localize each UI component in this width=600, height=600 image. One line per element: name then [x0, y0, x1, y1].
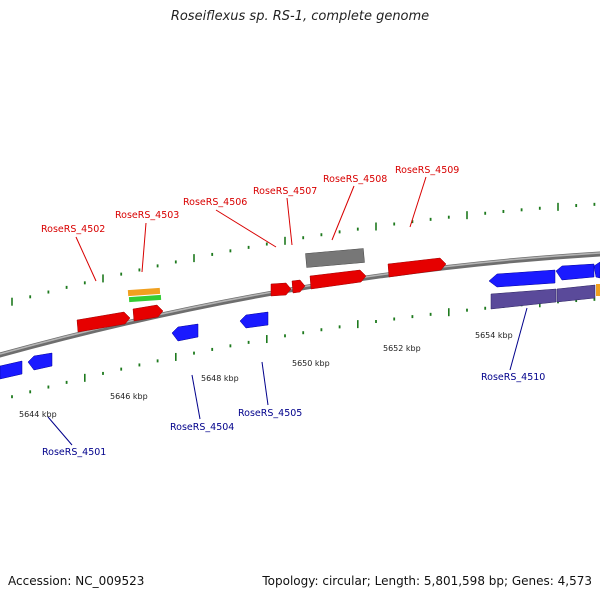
lower-tick-track: [11, 297, 596, 399]
gene-label-reverse[interactable]: RoseRS_4504: [170, 422, 234, 433]
scale-labels: 5644 kbp 5646 kbp 5648 kbp 5650 kbp 5652…: [19, 331, 513, 419]
gene-feature-reverse[interactable]: [488, 269, 556, 288]
gene-label-forward[interactable]: RoseRS_4503: [115, 210, 179, 221]
accession-text: Accession: NC_009523: [8, 574, 145, 588]
upper-tick-track: [11, 202, 596, 306]
gene-feature-forward[interactable]: [387, 257, 447, 278]
operon-feature[interactable]: [490, 288, 557, 310]
operon-feature[interactable]: [556, 284, 596, 303]
gene-feature-reverse[interactable]: [27, 352, 53, 371]
gene-feature-reverse[interactable]: [0, 360, 23, 380]
scale-tick-label: 5644 kbp: [19, 410, 57, 419]
label-leader-line: [215, 209, 277, 248]
scale-tick-label: 5648 kbp: [201, 374, 239, 383]
label-leader-line: [141, 222, 147, 273]
gene-feature-forward[interactable]: [270, 282, 292, 297]
gene-feature-reverse[interactable]: [239, 311, 269, 329]
gene-feature-forward[interactable]: [132, 304, 164, 322]
label-leader-line: [409, 176, 427, 228]
gene-label-forward[interactable]: RoseRS_4509: [395, 165, 459, 176]
reverse-features: [0, 261, 600, 380]
gene-feature-reverse[interactable]: [555, 263, 595, 281]
genome-summary-text: Topology: circular; Length: 5,801,598 bp…: [262, 574, 592, 588]
forward-features: [76, 248, 447, 333]
label-leader-line: [191, 374, 201, 420]
pseudogene-feature[interactable]: [305, 248, 365, 268]
rna-feature-orange[interactable]: [127, 287, 161, 297]
reverse-gene-labels: RoseRS_4501 RoseRS_4504 RoseRS_4505 Rose…: [42, 307, 545, 458]
label-leader-line: [286, 197, 293, 246]
rna-feature-green[interactable]: [128, 294, 162, 303]
label-leader-line: [47, 416, 73, 446]
gene-label-reverse[interactable]: RoseRS_4510: [481, 372, 545, 383]
gene-feature-forward[interactable]: [291, 279, 306, 294]
gene-label-forward[interactable]: RoseRS_4506: [183, 197, 247, 208]
rna-feature-orange[interactable]: [596, 284, 600, 296]
scale-tick-label: 5650 kbp: [292, 359, 330, 368]
label-leader-line: [331, 185, 355, 241]
gene-feature-forward[interactable]: [309, 269, 367, 290]
gene-feature-reverse[interactable]: [171, 323, 199, 342]
label-leader-line: [509, 307, 528, 371]
forward-gene-labels: RoseRS_4502 RoseRS_4503 RoseRS_4506 Rose…: [41, 165, 459, 282]
gene-label-forward[interactable]: RoseRS_4508: [323, 174, 387, 185]
gene-feature-reverse[interactable]: [593, 261, 600, 279]
scale-tick-label: 5652 kbp: [383, 344, 421, 353]
label-leader-line: [75, 236, 97, 282]
gene-feature-forward[interactable]: [76, 311, 131, 333]
gene-label-forward[interactable]: RoseRS_4507: [253, 186, 317, 197]
gene-label-forward[interactable]: RoseRS_4502: [41, 224, 105, 235]
gene-label-reverse[interactable]: RoseRS_4501: [42, 447, 106, 458]
gene-label-reverse[interactable]: RoseRS_4505: [238, 408, 302, 419]
scale-tick-label: 5654 kbp: [475, 331, 513, 340]
scale-tick-label: 5646 kbp: [110, 392, 148, 401]
label-leader-line: [261, 361, 269, 406]
genome-title: Roseiflexus sp. RS-1, complete genome: [170, 9, 430, 24]
